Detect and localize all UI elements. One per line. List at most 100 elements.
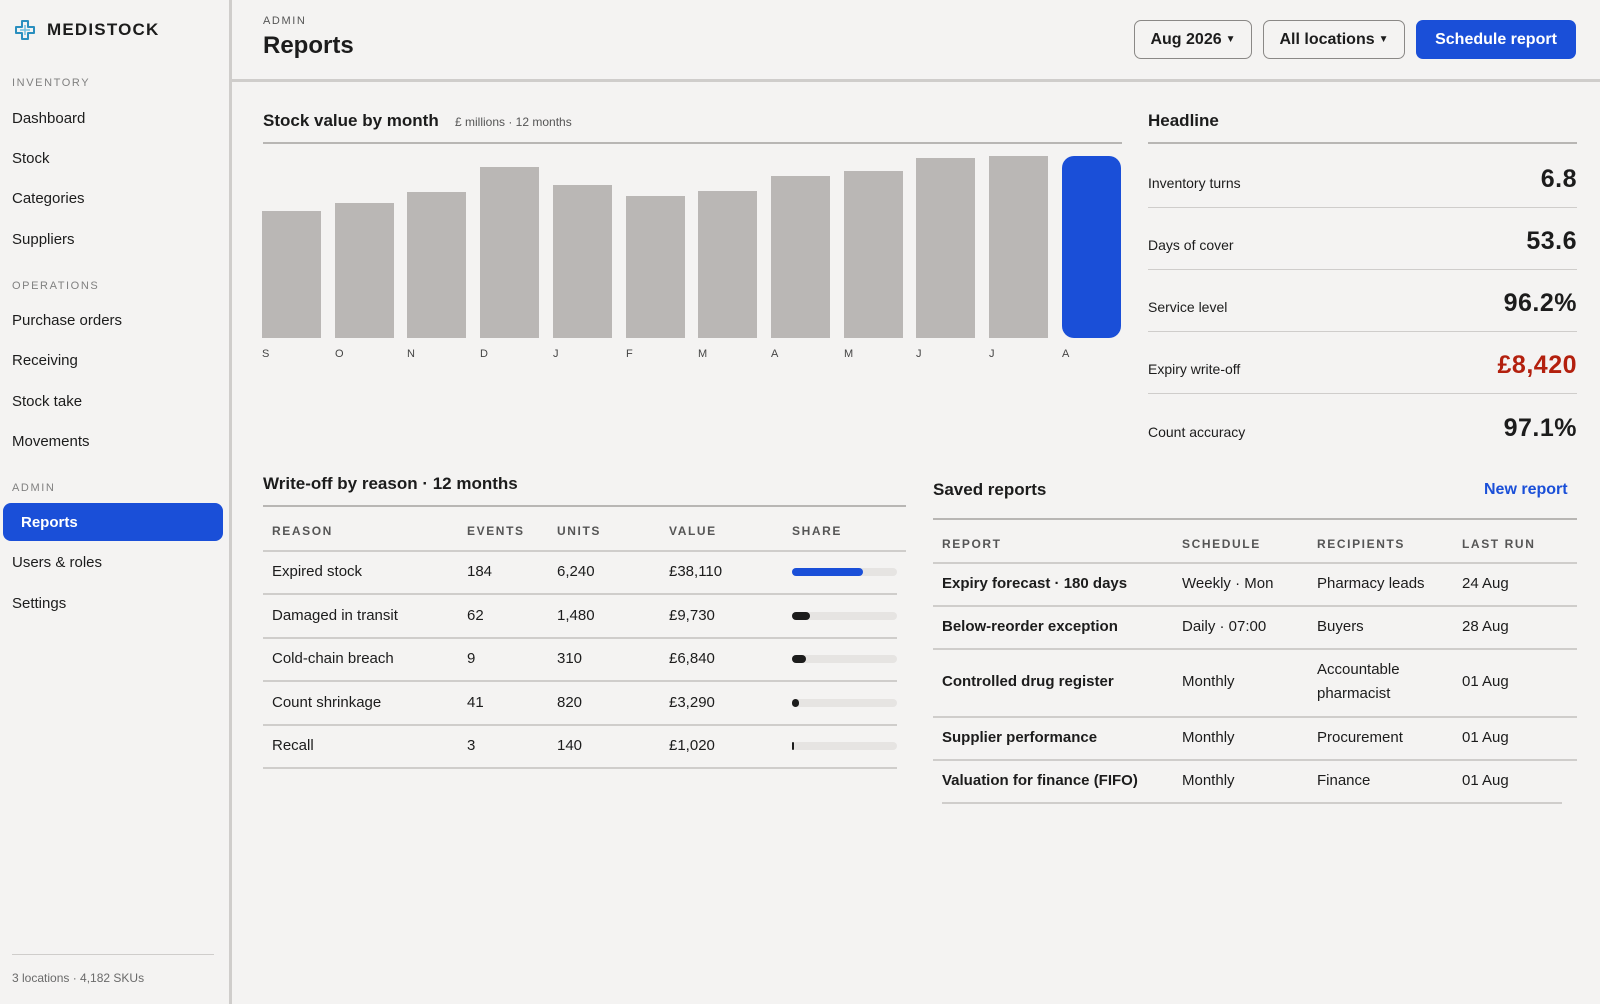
share-bar: [792, 742, 897, 750]
chart-bar: [1062, 156, 1121, 338]
sidebar-item-receiving[interactable]: Receiving: [12, 351, 78, 369]
value-cell: £38,110: [669, 563, 723, 580]
report-name-cell[interactable]: Supplier performance: [942, 729, 1098, 746]
chart-tick-label: F: [626, 348, 634, 360]
headline-rule: [1148, 142, 1577, 144]
table-header-reason: REASON: [272, 524, 333, 538]
events-cell: 41: [467, 694, 484, 711]
new-report-link[interactable]: New report: [1484, 481, 1568, 498]
table-row-divider: [263, 637, 897, 639]
table-row-divider: [942, 802, 1562, 804]
share-bar: [792, 568, 897, 576]
brand[interactable]: MEDISTOCK: [14, 19, 160, 41]
kpi-value: £8,420: [1497, 351, 1577, 379]
table-header-recipients: RECIPIENTS: [1317, 537, 1406, 551]
nav-section-inventory: INVENTORY: [12, 77, 91, 89]
period-select[interactable]: Aug 2026 ▼: [1134, 20, 1252, 59]
sidebar-item-movements[interactable]: Movements: [12, 432, 90, 450]
schedule-report-button[interactable]: Schedule report: [1416, 20, 1576, 59]
sidebar-item-suppliers[interactable]: Suppliers: [12, 230, 75, 248]
share-bar-fill: [792, 742, 794, 750]
chart-tick-label: A: [771, 348, 779, 360]
recipients-cell: Pharmacy leads: [1317, 575, 1425, 592]
chart-tick-label: J: [989, 348, 995, 360]
sidebar-item-stock-take[interactable]: Stock take: [12, 392, 83, 410]
schedule-cell: Monthly: [1182, 729, 1235, 746]
last-run-cell: 01 Aug: [1462, 729, 1509, 746]
reason-cell: Count shrinkage: [272, 694, 382, 711]
recipients-cell: Accountable pharmacist: [1317, 661, 1400, 702]
sidebar-item-users-roles[interactable]: Users & roles: [12, 553, 103, 571]
page-title: Reports: [263, 32, 354, 59]
table-divider: [263, 550, 906, 552]
kpi-label: Count accuracy: [1148, 424, 1246, 440]
chart-tick-label: J: [553, 348, 559, 360]
share-bar-fill: [792, 655, 806, 663]
saved-reports-title: Saved reports: [933, 480, 1047, 499]
table-row-divider: [263, 593, 897, 595]
share-bar: [792, 612, 897, 620]
table-header-schedule: SCHEDULE: [1182, 537, 1261, 551]
report-name-cell[interactable]: Below-reorder exception: [942, 618, 1118, 635]
events-cell: 62: [467, 607, 484, 624]
sidebar-footer: 3 locations · 4,182 SKUs: [12, 971, 145, 985]
chart-bar: [626, 196, 685, 338]
sidebar-item-purchase-orders[interactable]: Purchase orders: [12, 311, 123, 329]
period-select-label: Aug 2026: [1150, 30, 1222, 48]
sidebar-divider: [12, 954, 214, 955]
writeoff-title: Write-off by reason · 12 months: [263, 474, 518, 493]
events-cell: 184: [467, 563, 493, 580]
last-run-cell: 24 Aug: [1462, 575, 1509, 592]
table-header-units: UNITS: [557, 524, 601, 538]
report-name-cell[interactable]: Controlled drug register: [942, 673, 1114, 690]
kpi-row: Count accuracy 97.1%: [1148, 394, 1577, 456]
share-bar: [792, 699, 897, 707]
kpi-value: 53.6: [1526, 227, 1577, 255]
kpi-row: Expiry write-off £8,420: [1148, 332, 1577, 394]
chevron-down-icon: ▼: [1225, 34, 1236, 45]
kpi-row: Inventory turns 6.8: [1148, 146, 1577, 208]
reason-cell: Cold-chain breach: [272, 650, 394, 667]
last-run-cell: 01 Aug: [1462, 772, 1509, 789]
report-name-cell[interactable]: Expiry forecast · 180 days: [942, 575, 1128, 592]
writeoff-rule: [263, 505, 906, 507]
table-row-divider: [933, 759, 1577, 761]
table-row-divider: [933, 716, 1577, 718]
last-run-cell: 28 Aug: [1462, 618, 1509, 635]
schedule-cell: Weekly · Mon: [1182, 575, 1274, 592]
chart-bar: [262, 211, 321, 338]
events-cell: 3: [467, 737, 476, 754]
sidebar-item-settings[interactable]: Settings: [12, 594, 67, 612]
reason-cell: Recall: [272, 737, 314, 754]
last-run-cell: 01 Aug: [1462, 673, 1509, 690]
table-row-divider: [263, 724, 897, 726]
kpi-value: 97.1%: [1503, 414, 1577, 442]
chart-tick-label: S: [262, 348, 270, 360]
chart-tick-label: O: [335, 348, 345, 360]
chart-bar: [335, 203, 394, 338]
share-bar-fill: [792, 568, 863, 576]
report-name-cell[interactable]: Valuation for finance (FIFO): [942, 772, 1138, 789]
location-select[interactable]: All locations ▼: [1263, 20, 1405, 59]
table-header-report: REPORT: [942, 537, 1002, 551]
schedule-cell: Daily · 07:00: [1182, 618, 1267, 635]
recipients-cell: Procurement: [1317, 729, 1403, 746]
value-cell: £3,290: [669, 694, 715, 711]
units-cell: 6,240: [557, 563, 595, 580]
sidebar-item-reports[interactable]: Reports: [3, 503, 223, 541]
table-header-last-run: LAST RUN: [1462, 537, 1536, 551]
chart-bar: [407, 192, 466, 338]
kpi-label: Days of cover: [1148, 237, 1234, 253]
recipients-cell: Buyers: [1317, 618, 1364, 635]
kpi-row: Days of cover 53.6: [1148, 208, 1577, 270]
sidebar-item-dashboard[interactable]: Dashboard: [12, 109, 86, 127]
sidebar-item-stock[interactable]: Stock: [12, 149, 50, 167]
reason-cell: Damaged in transit: [272, 607, 398, 624]
sidebar: MEDISTOCK INVENTORY Dashboard Stock Cate…: [0, 0, 232, 1004]
sidebar-item-categories[interactable]: Categories: [12, 189, 85, 207]
chart-tick-label: A: [1062, 348, 1070, 360]
table-row-divider: [933, 648, 1577, 650]
brand-name: MEDISTOCK: [47, 20, 160, 39]
schedule-cell: Monthly: [1182, 772, 1235, 789]
